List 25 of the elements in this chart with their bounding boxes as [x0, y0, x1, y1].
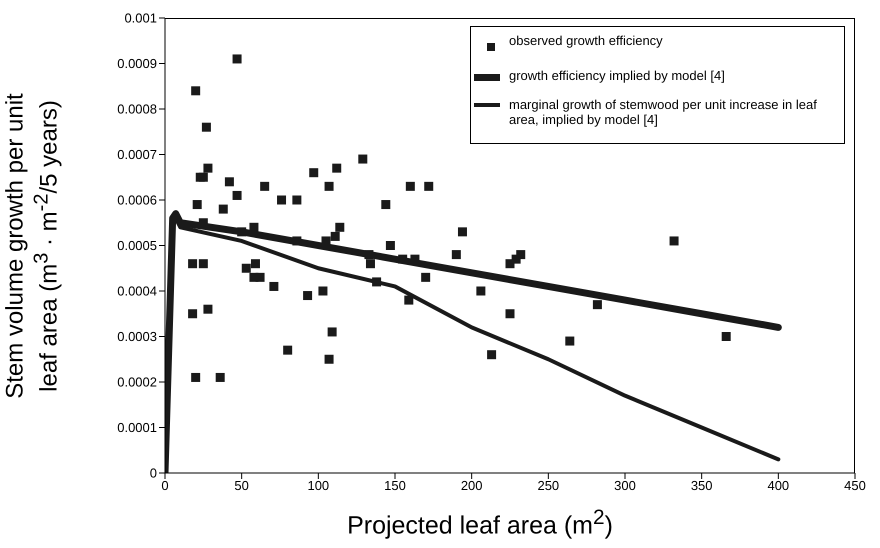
x-axis-title: Projected leaf area (m$^{2}$): [346, 506, 614, 540]
x-tick-label: 50: [234, 478, 249, 494]
legend-label: growth efficiency implied by model [4]: [509, 68, 725, 83]
x-tick-label: 150: [384, 478, 406, 494]
y-tick-label: 0.0002: [117, 374, 157, 390]
y-tick-label: 0.0008: [117, 102, 157, 117]
x-tick-label: 100: [307, 478, 330, 494]
x-tick-label: 400: [767, 478, 790, 494]
x-tick-label: 350: [690, 478, 713, 494]
legend-label: observed growth efficiency: [509, 33, 663, 48]
x-tick-label: 450: [844, 478, 866, 494]
legend-label: marginal growth of stemwood per unit increase in leaf area, implied by model [4]: [509, 97, 818, 127]
x-tick-label: 300: [614, 478, 636, 494]
y-tick-label: 0.0007: [117, 147, 157, 162]
y-tick-label: 0.001: [124, 10, 157, 26]
y-tick-label: 0.0001: [117, 420, 157, 436]
y-tick-label: 0.0006: [117, 192, 157, 208]
y-tick-label: 0.0003: [117, 329, 157, 344]
y-tick-label: 0.0005: [117, 238, 157, 254]
x-tick-label: 200: [460, 478, 483, 494]
y-tick-label: 0: [150, 466, 157, 481]
x-tick-label: 250: [537, 478, 560, 494]
x-tick-label: 0: [161, 478, 169, 494]
y-tick-label: 0.0004: [117, 284, 157, 299]
y-tick-label: 0.0009: [117, 56, 157, 72]
